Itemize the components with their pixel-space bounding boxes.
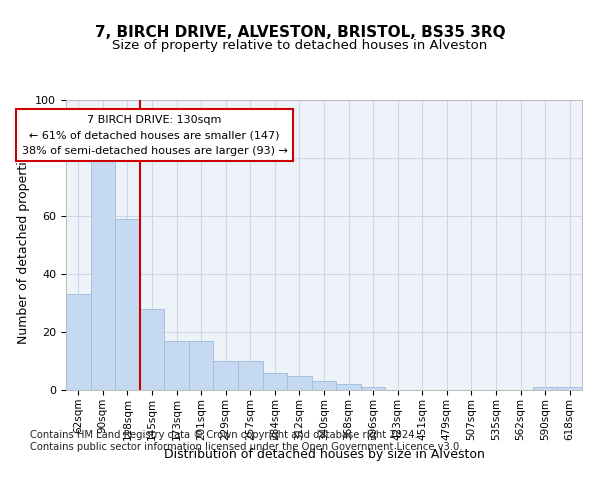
Bar xyxy=(66,294,91,390)
Bar xyxy=(189,340,214,390)
Bar xyxy=(312,382,336,390)
X-axis label: Distribution of detached houses by size in Alveston: Distribution of detached houses by size … xyxy=(164,448,484,461)
Text: Contains HM Land Registry data © Crown copyright and database right 2024.
Contai: Contains HM Land Registry data © Crown c… xyxy=(30,430,463,452)
Bar xyxy=(533,387,557,390)
Bar xyxy=(238,361,263,390)
Bar xyxy=(263,372,287,390)
Bar xyxy=(91,146,115,390)
Text: 7 BIRCH DRIVE: 130sqm
← 61% of detached houses are smaller (147)
38% of semi-det: 7 BIRCH DRIVE: 130sqm ← 61% of detached … xyxy=(22,114,287,156)
Text: 7, BIRCH DRIVE, ALVESTON, BRISTOL, BS35 3RQ: 7, BIRCH DRIVE, ALVESTON, BRISTOL, BS35 … xyxy=(95,25,505,40)
Y-axis label: Number of detached properties: Number of detached properties xyxy=(17,146,30,344)
Bar xyxy=(287,376,312,390)
Bar xyxy=(557,387,582,390)
Bar xyxy=(361,387,385,390)
Text: Size of property relative to detached houses in Alveston: Size of property relative to detached ho… xyxy=(112,40,488,52)
Bar xyxy=(214,361,238,390)
Bar xyxy=(115,219,140,390)
Bar xyxy=(140,309,164,390)
Bar xyxy=(336,384,361,390)
Bar xyxy=(164,340,189,390)
